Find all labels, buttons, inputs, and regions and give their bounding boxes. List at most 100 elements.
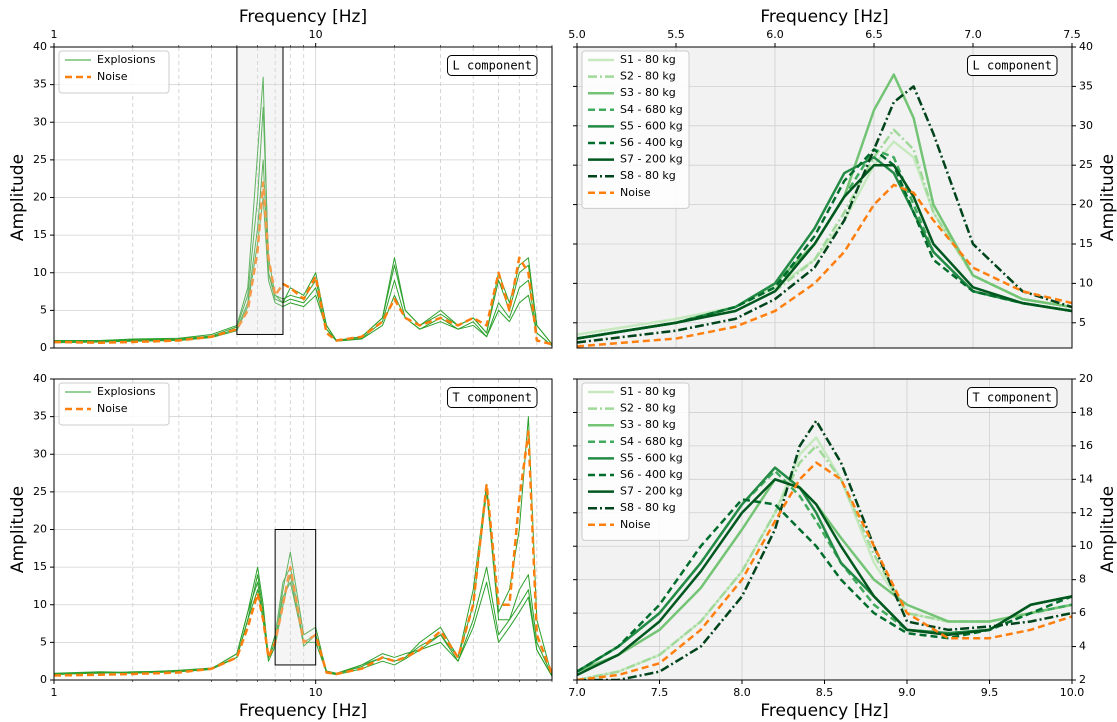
series-line bbox=[577, 163, 1072, 340]
series-line bbox=[577, 444, 1072, 680]
legend-label: S3 - 80 kg bbox=[620, 86, 676, 99]
legend-label: S8 - 80 kg bbox=[620, 501, 676, 514]
x-tick-label: 5.5 bbox=[667, 28, 685, 41]
legend-label: S4 - 680 kg bbox=[620, 435, 683, 448]
x-tick-label: 7.5 bbox=[651, 686, 669, 699]
annotation-text: L component bbox=[973, 59, 1052, 73]
y-tick-label: 16 bbox=[1079, 439, 1093, 452]
y-axis-label: Amplitude bbox=[8, 486, 28, 573]
y-tick-label: 6 bbox=[1079, 606, 1086, 619]
x-tick-label: 7.0 bbox=[568, 686, 586, 699]
legend-box bbox=[581, 382, 690, 541]
x-tick-label: 8.5 bbox=[816, 686, 834, 699]
legend-label: S7 - 200 kg bbox=[620, 153, 683, 166]
series-line bbox=[54, 430, 552, 677]
y-tick-label: 10 bbox=[33, 598, 47, 611]
y-tick-label: 20 bbox=[33, 523, 47, 536]
y-tick-label: 14 bbox=[1079, 472, 1093, 485]
y-tick-label: 12 bbox=[1079, 506, 1093, 519]
x-tick-label: 9.0 bbox=[898, 686, 916, 699]
x-tick-label: 10 bbox=[309, 686, 323, 699]
annotation-box bbox=[967, 387, 1058, 408]
y-tick-label: 40 bbox=[33, 372, 47, 385]
y-tick-label: 4 bbox=[1079, 640, 1086, 653]
annotation-text: T component bbox=[453, 391, 532, 405]
y-axis-label: Amplitude bbox=[1098, 154, 1117, 241]
legend-label: Noise bbox=[620, 186, 651, 199]
y-tick-label: 40 bbox=[1079, 40, 1093, 53]
legend: S1 - 80 kg S2 - 80 kg S3 - 80 kg S4 - 680 k… bbox=[581, 382, 690, 541]
annotation-box bbox=[447, 387, 538, 408]
y-tick-label: 20 bbox=[1079, 198, 1093, 211]
annotation-text: L component bbox=[453, 59, 532, 73]
annotation: L component bbox=[447, 55, 538, 76]
annotation-text: T component bbox=[973, 391, 1052, 405]
legend-box bbox=[58, 50, 170, 94]
legend-label: S6 - 400 kg bbox=[620, 468, 683, 481]
legend-label: Noise bbox=[97, 70, 128, 83]
y-tick-label: 8 bbox=[1079, 573, 1086, 586]
x-tick-label: 1 bbox=[51, 28, 58, 41]
plot-frame bbox=[53, 46, 553, 349]
y-tick-label: 10 bbox=[1079, 539, 1093, 552]
y-tick-label: 25 bbox=[1079, 158, 1093, 171]
plot-frame bbox=[576, 378, 1073, 681]
series-line bbox=[577, 478, 1072, 677]
y-tick-label: 35 bbox=[1079, 79, 1093, 92]
legend-label: Noise bbox=[620, 518, 651, 531]
series-line bbox=[54, 76, 552, 345]
x-axis-label: Frequency [Hz] bbox=[239, 7, 367, 27]
y-tick-label: 10 bbox=[33, 266, 47, 279]
legend-label: S1 - 80 kg bbox=[620, 385, 676, 398]
y-tick-label: 25 bbox=[33, 153, 47, 166]
y-tick-label: 5 bbox=[40, 635, 47, 648]
series-group bbox=[54, 416, 552, 677]
x-tick-label: 10 bbox=[309, 28, 323, 41]
x-tick-label: 7.5 bbox=[1063, 28, 1081, 41]
series-group bbox=[577, 419, 1072, 680]
y-axis-label: Amplitude bbox=[1098, 486, 1117, 573]
y-tick-label: 20 bbox=[1079, 372, 1093, 385]
series-line bbox=[54, 106, 552, 345]
series-line bbox=[54, 197, 552, 347]
x-tick-label: 7.0 bbox=[964, 28, 982, 41]
legend-label: Explosions bbox=[97, 385, 156, 398]
annotation-box bbox=[447, 55, 538, 76]
y-tick-label: 5 bbox=[40, 303, 47, 316]
y-tick-label: 15 bbox=[33, 560, 47, 573]
legend-label: S2 - 80 kg bbox=[620, 70, 676, 83]
y-tick-label: 0 bbox=[40, 341, 47, 354]
y-tick-label: 35 bbox=[33, 78, 47, 91]
y-axis-label: Amplitude bbox=[8, 154, 28, 241]
legend: Explosions Noise bbox=[58, 382, 170, 426]
legend-label: S2 - 80 kg bbox=[620, 402, 676, 415]
legend-label: S1 - 80 kg bbox=[620, 53, 676, 66]
x-tick-label: 6.5 bbox=[865, 28, 883, 41]
y-tick-label: 35 bbox=[33, 410, 47, 423]
series-line bbox=[54, 159, 552, 347]
legend-label: S3 - 80 kg bbox=[620, 418, 676, 431]
series-group bbox=[54, 76, 552, 347]
y-tick-label: 30 bbox=[1079, 119, 1093, 132]
legend-label: S5 - 600 kg bbox=[620, 451, 683, 464]
y-tick-label: 18 bbox=[1079, 405, 1093, 418]
zoom-box bbox=[236, 46, 284, 335]
x-tick-label: 10.0 bbox=[1060, 686, 1085, 699]
x-tick-label: 5.0 bbox=[568, 28, 586, 41]
legend-label: S8 - 80 kg bbox=[620, 169, 676, 182]
y-tick-label: 5 bbox=[1079, 316, 1086, 329]
y-tick-label: 20 bbox=[33, 191, 47, 204]
series-line bbox=[54, 181, 552, 346]
plot-frame bbox=[53, 378, 553, 681]
x-tick-label: 1 bbox=[51, 686, 58, 699]
legend-label: S6 - 400 kg bbox=[620, 136, 683, 149]
y-tick-label: 15 bbox=[33, 228, 47, 241]
annotation: T component bbox=[967, 387, 1058, 408]
y-tick-label: 2 bbox=[1079, 673, 1086, 686]
x-tick-label: 8.0 bbox=[733, 686, 751, 699]
legend-label: S4 - 680 kg bbox=[620, 103, 683, 116]
legend-label: Noise bbox=[97, 402, 128, 415]
zoom-box bbox=[274, 529, 317, 666]
x-tick-label: 6.0 bbox=[766, 28, 784, 41]
x-axis-label: Frequency [Hz] bbox=[760, 701, 888, 721]
